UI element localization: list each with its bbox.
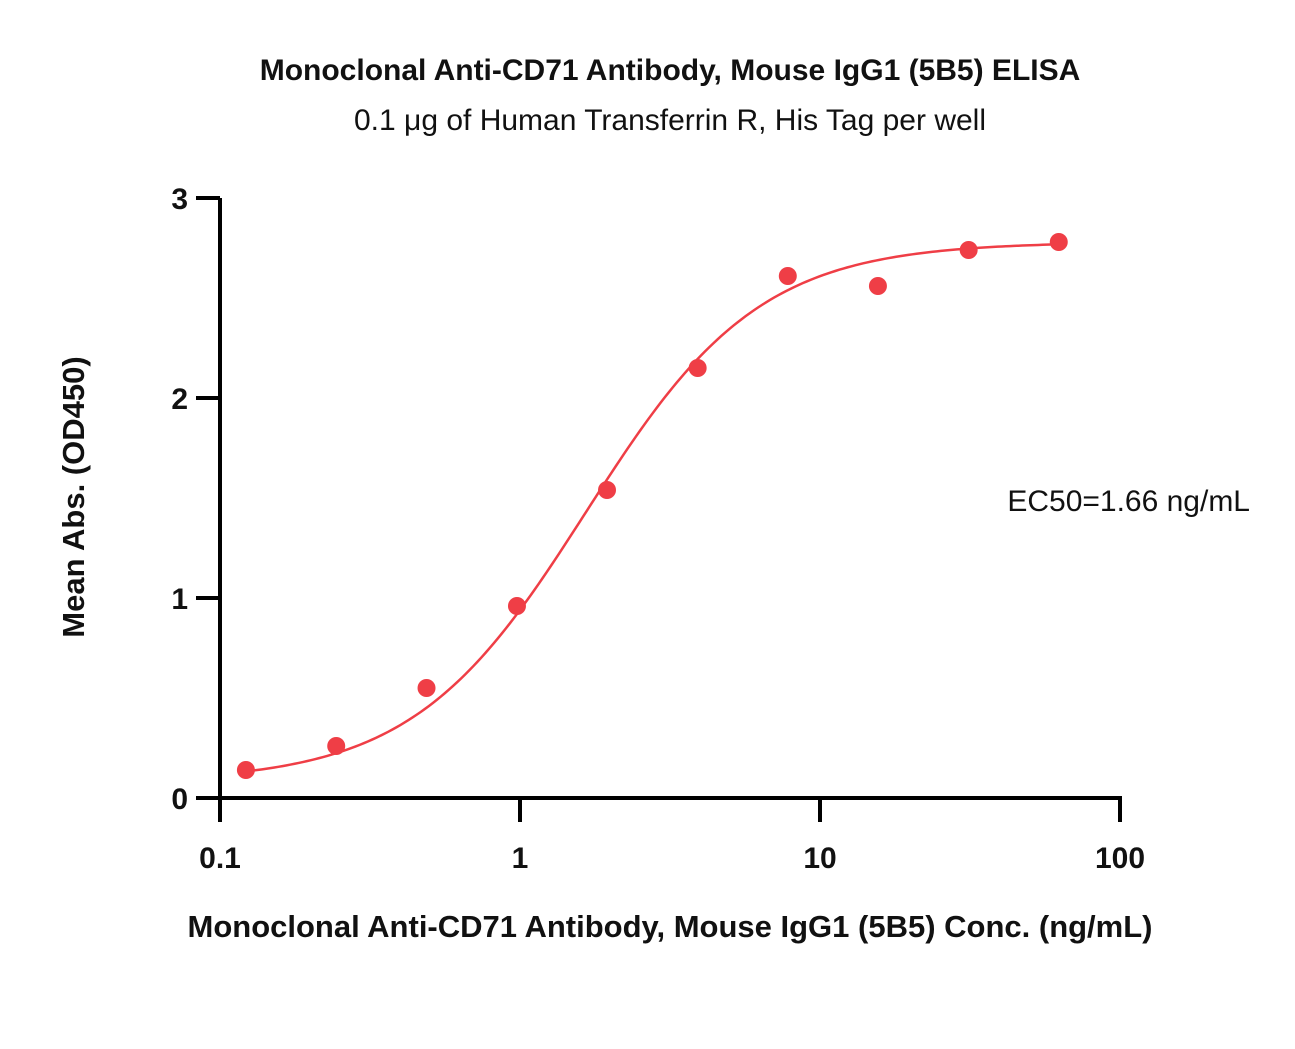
data-point: [688, 359, 707, 377]
chart-title: Monoclonal Anti-CD71 Antibody, Mouse IgG…: [260, 54, 1081, 87]
fit-curve: [245, 243, 1059, 773]
y-axis-label: Mean Abs. (OD450): [56, 356, 91, 637]
points-layer: [236, 233, 1068, 779]
x-tick-label: 10: [803, 842, 836, 875]
data-point: [507, 597, 526, 615]
y-tick-label: 1: [171, 583, 188, 616]
data-point: [868, 277, 887, 295]
data-point: [598, 481, 617, 499]
y-tick-label: 3: [171, 183, 188, 216]
data-point: [778, 267, 797, 285]
data-point: [327, 737, 346, 755]
x-tick-label: 0.1: [199, 842, 241, 875]
y-tick-label: 2: [171, 383, 188, 416]
data-point: [1049, 233, 1068, 251]
axes: 0 1 2 3 0.1 1 10 100: [171, 183, 1145, 875]
x-tick-label: 1: [512, 842, 529, 875]
data-point: [417, 679, 436, 697]
data-point: [236, 761, 255, 779]
x-tick-label: 100: [1095, 842, 1145, 875]
x-axis-label: Monoclonal Anti-CD71 Antibody, Mouse IgG…: [188, 909, 1153, 944]
y-tick-label: 0: [171, 783, 188, 816]
ec50-annotation: EC50=1.66 ng/mL: [1007, 485, 1250, 518]
fit-layer: [245, 243, 1059, 773]
data-point: [959, 241, 978, 259]
chart-subtitle: 0.1 μg of Human Transferrin R, His Tag p…: [354, 104, 986, 137]
